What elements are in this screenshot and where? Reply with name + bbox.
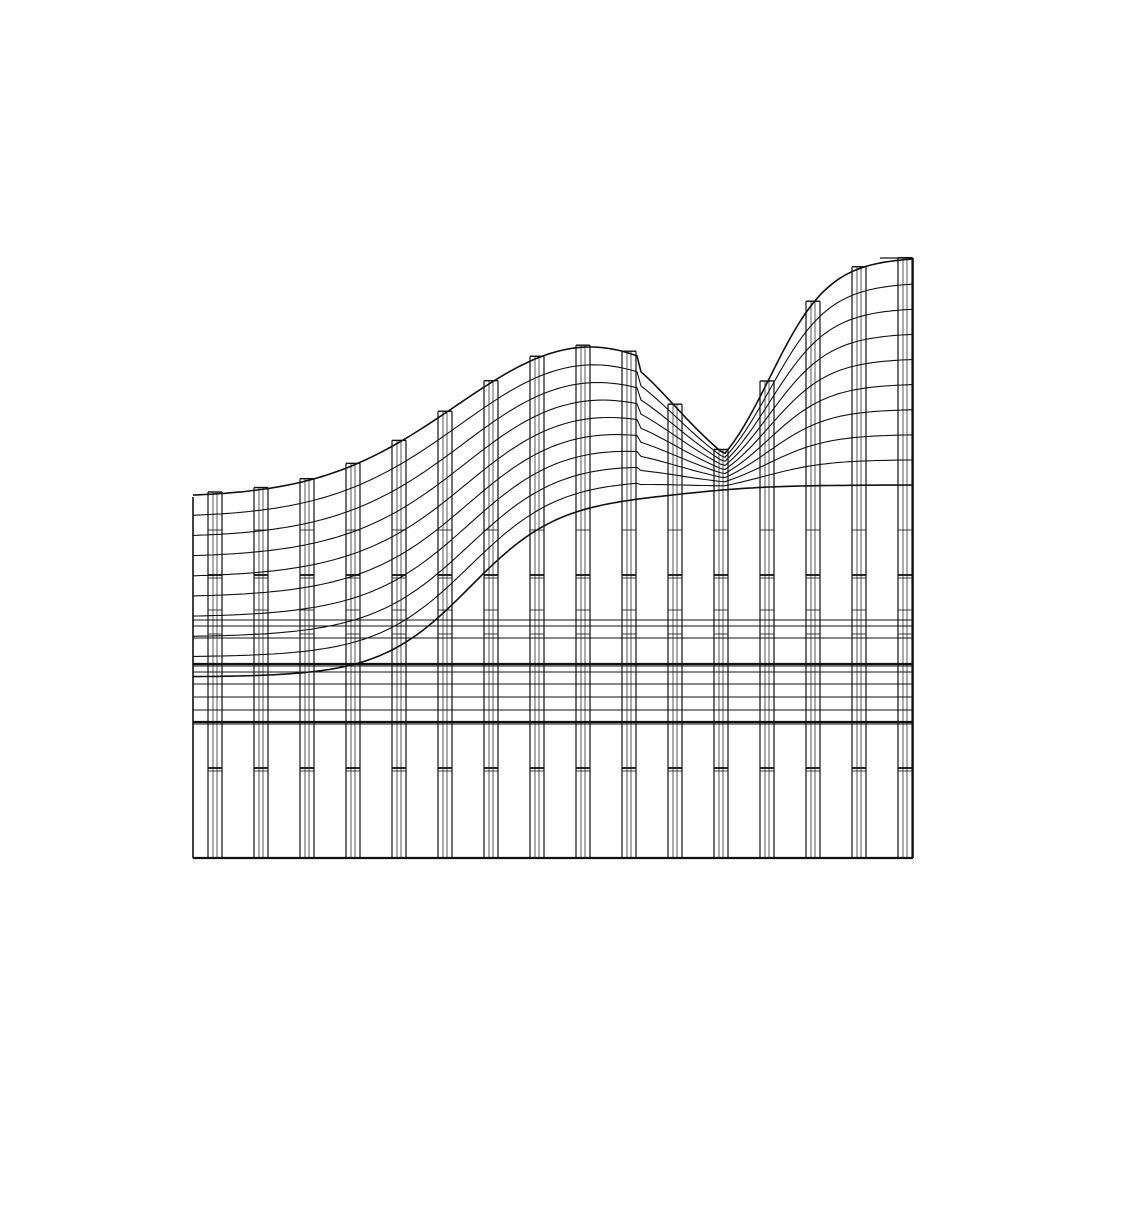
facade-column bbox=[483, 379, 499, 858]
facade-column bbox=[253, 486, 269, 858]
facade-column bbox=[437, 410, 453, 858]
facade-column bbox=[713, 448, 729, 858]
facade-column bbox=[897, 256, 913, 858]
facade-column bbox=[621, 350, 637, 858]
roof-curve-line bbox=[192, 283, 914, 516]
roof-curve-line bbox=[192, 409, 914, 617]
roof-curve-line bbox=[193, 484, 913, 678]
facade-column bbox=[575, 344, 591, 858]
facade-column bbox=[805, 300, 821, 858]
facade-column bbox=[851, 266, 867, 858]
roof-curve-line bbox=[192, 308, 914, 536]
facade-column bbox=[299, 477, 315, 858]
roof-curve-line bbox=[192, 258, 914, 496]
roof-curve-line bbox=[193, 459, 913, 657]
roof-curve-line bbox=[192, 358, 914, 577]
facade-column bbox=[529, 355, 545, 858]
roof-curve-line bbox=[192, 434, 914, 637]
roof-curve-line bbox=[192, 384, 914, 597]
horizontal-bands bbox=[193, 619, 913, 725]
roof-curve-line bbox=[192, 333, 914, 557]
facade-column bbox=[345, 462, 361, 858]
facade-column bbox=[207, 491, 223, 858]
facade-frame bbox=[192, 257, 914, 860]
roof-curve-family bbox=[192, 258, 914, 678]
facade-column bbox=[667, 403, 683, 858]
vertical-columns bbox=[207, 256, 913, 858]
